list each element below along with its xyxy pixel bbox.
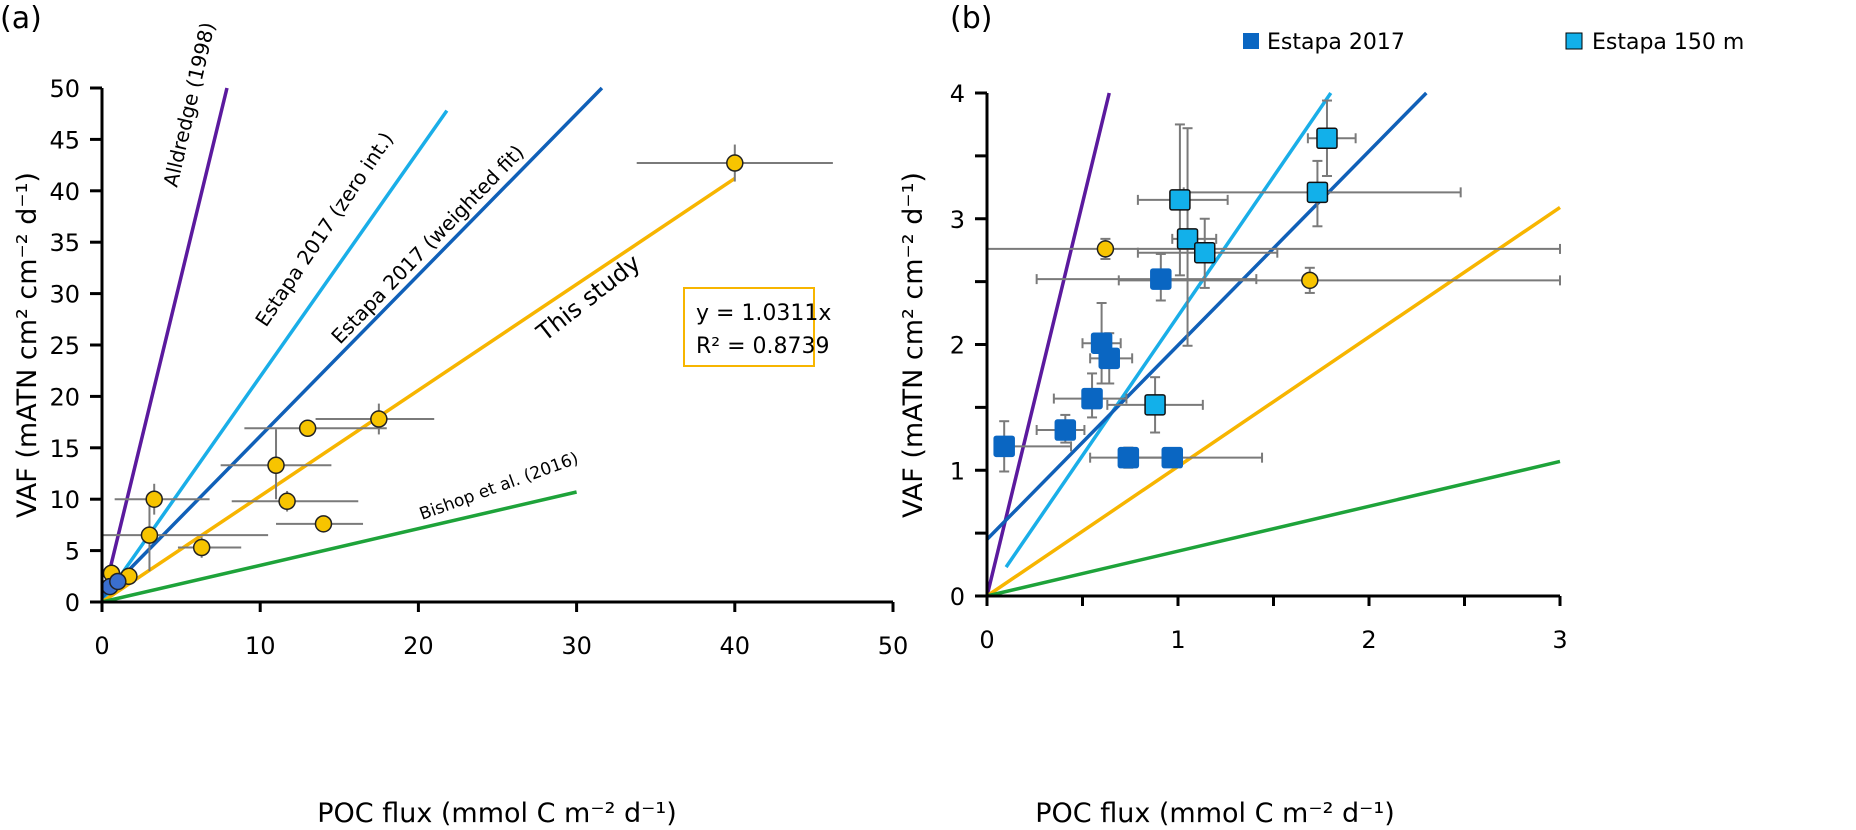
point-estapa-150-m-b	[1144, 394, 1166, 416]
label-bishop-a: Bishop et al. (2016)	[417, 449, 581, 525]
legend-item-estapa-2017: Estapa 2017	[1243, 30, 1405, 55]
point-estapa-2017-b	[1161, 446, 1184, 469]
errorbar-this-study-b	[1117, 266, 1561, 294]
equation-line: y = 1.0311x	[696, 301, 831, 326]
point-estapa-150-m-b	[1306, 181, 1329, 204]
panel-a-xlabel: POC flux (mmol C m⁻² d⁻¹)	[317, 798, 677, 829]
panel-b: (b) Estapa 2017 Estapa 150 m 0 1 2 3 0 1 2 3 4 P…	[898, 1, 1744, 829]
panel-a-points	[101, 144, 833, 596]
panel-b-axes: 0 1 2 3 0 1 2 3 4	[950, 80, 1568, 654]
point-estapa-2017-b	[1117, 446, 1140, 469]
point-estapa-150-m-b	[1169, 189, 1191, 211]
x-tick-label: 0	[94, 632, 109, 660]
point-this-study-b	[1301, 271, 1319, 290]
y-tick-label: 1	[950, 457, 965, 485]
point-estapa-2017-b	[993, 435, 1015, 458]
panel-b-points	[986, 99, 1561, 473]
point-this-study-a	[278, 492, 296, 511]
line-estapa-2017-zero-int-b	[1004, 92, 1333, 569]
point-estapa-150-m-b	[1316, 127, 1338, 150]
y-tick-label: 4	[950, 80, 965, 108]
x-tick-label: 20	[403, 632, 434, 660]
y-tick-label: 35	[49, 229, 80, 257]
point-this-study-a	[314, 515, 333, 533]
legend-item-estapa-150m: Estapa 150 m	[1565, 30, 1744, 55]
point-estapa-150-m-b	[1176, 228, 1199, 250]
panel-b-lines	[985, 91, 1561, 598]
point-estapa-2017-b	[1081, 387, 1103, 410]
line-alldredge-1998-a	[100, 87, 229, 603]
y-tick-label: 2	[950, 332, 965, 360]
line-bishop-et-al-2016-a	[101, 490, 577, 604]
legend: Estapa 2017 Estapa 150 m	[1243, 30, 1744, 55]
y-tick-label: 40	[49, 178, 80, 206]
panel-b-xlabel: POC flux (mmol C m⁻² d⁻¹)	[1035, 798, 1395, 829]
y-tick-label: 30	[49, 281, 80, 309]
y-tick-label: 5	[65, 538, 80, 566]
point-this-study-a	[192, 538, 211, 557]
point-estapa-2017-b	[1054, 419, 1077, 441]
y-tick-label: 10	[49, 486, 80, 514]
panel-a-axes: 0 10 20 30 40 50 0 5 10 15 20 25 30 35 40 45 50	[49, 75, 908, 660]
point-this-study-a	[145, 490, 163, 508]
r-squared: R² = 0.8739	[696, 334, 830, 359]
x-tick-label: 2	[1361, 626, 1376, 654]
label-this-study-a: This study	[531, 249, 646, 348]
y-tick-label: 3	[950, 206, 965, 234]
x-tick-label: 3	[1552, 626, 1567, 654]
panel-a: (a) 0 10 20 30 40 50 0 5 10 15 20 25 30 35 40 45 50 POC …	[0, 1, 908, 829]
x-tick-label: 40	[720, 632, 751, 660]
y-tick-label: 0	[65, 589, 80, 617]
panel-a-lines	[100, 86, 736, 604]
equation-box: y = 1.0311x R² = 0.8739	[683, 287, 831, 367]
line-estapa-2017-weighted-fit-a	[100, 86, 604, 599]
legend-label-estapa-2017: Estapa 2017	[1267, 30, 1405, 55]
y-tick-label: 20	[49, 383, 80, 411]
y-tick-label: 0	[950, 583, 965, 611]
line-alldredge-1998-b	[985, 92, 1111, 597]
point-this-study-b	[1096, 240, 1115, 258]
line-bishop-et-al-2016-b	[986, 459, 1561, 598]
x-tick-label: 0	[979, 626, 994, 654]
point-estapa-150-m-b	[1193, 241, 1216, 264]
point-this-study-a	[267, 456, 285, 475]
point-this-study-a	[726, 154, 744, 172]
point-this-study-a	[298, 419, 317, 438]
panel-b-ylabel: VAF (mATN cm² cm⁻² d⁻¹)	[898, 172, 929, 518]
point-this-study-a	[140, 526, 159, 544]
y-tick-label: 15	[49, 435, 80, 463]
errorbar-this-study-a	[102, 499, 269, 572]
panel-a-label: (a)	[0, 1, 42, 36]
y-tick-label: 45	[49, 126, 80, 154]
legend-label-estapa-150m: Estapa 150 m	[1592, 30, 1744, 55]
line-estapa-2017-zero-int-a	[100, 109, 449, 604]
panel-b-label: (b)	[950, 1, 992, 36]
point-estapa-2017-b	[1150, 268, 1172, 290]
point-estapa-2017-a	[109, 572, 127, 591]
panel-a-ylabel: VAF (mATN cm² cm⁻² d⁻¹)	[12, 172, 43, 518]
line-this-study-a	[101, 177, 736, 604]
x-tick-label: 1	[1170, 626, 1185, 654]
legend-swatch-estapa-2017	[1243, 33, 1259, 49]
x-tick-label: 50	[878, 632, 909, 660]
legend-swatch-estapa-150m	[1565, 32, 1583, 50]
errorbar-estapa-2017-b	[1123, 450, 1264, 465]
point-estapa-2017-b	[1098, 347, 1120, 370]
label-alldredge-a: Alldredge (1998)	[158, 20, 219, 189]
equation-box-border	[683, 287, 815, 367]
y-tick-label: 25	[49, 332, 80, 360]
line-estapa-2017-weighted-fit-b	[985, 91, 1428, 541]
x-tick-label: 30	[561, 632, 592, 660]
y-tick-label: 50	[49, 75, 80, 103]
point-this-study-a	[370, 410, 388, 428]
line-this-study-b	[986, 205, 1561, 598]
x-tick-label: 10	[245, 632, 276, 660]
